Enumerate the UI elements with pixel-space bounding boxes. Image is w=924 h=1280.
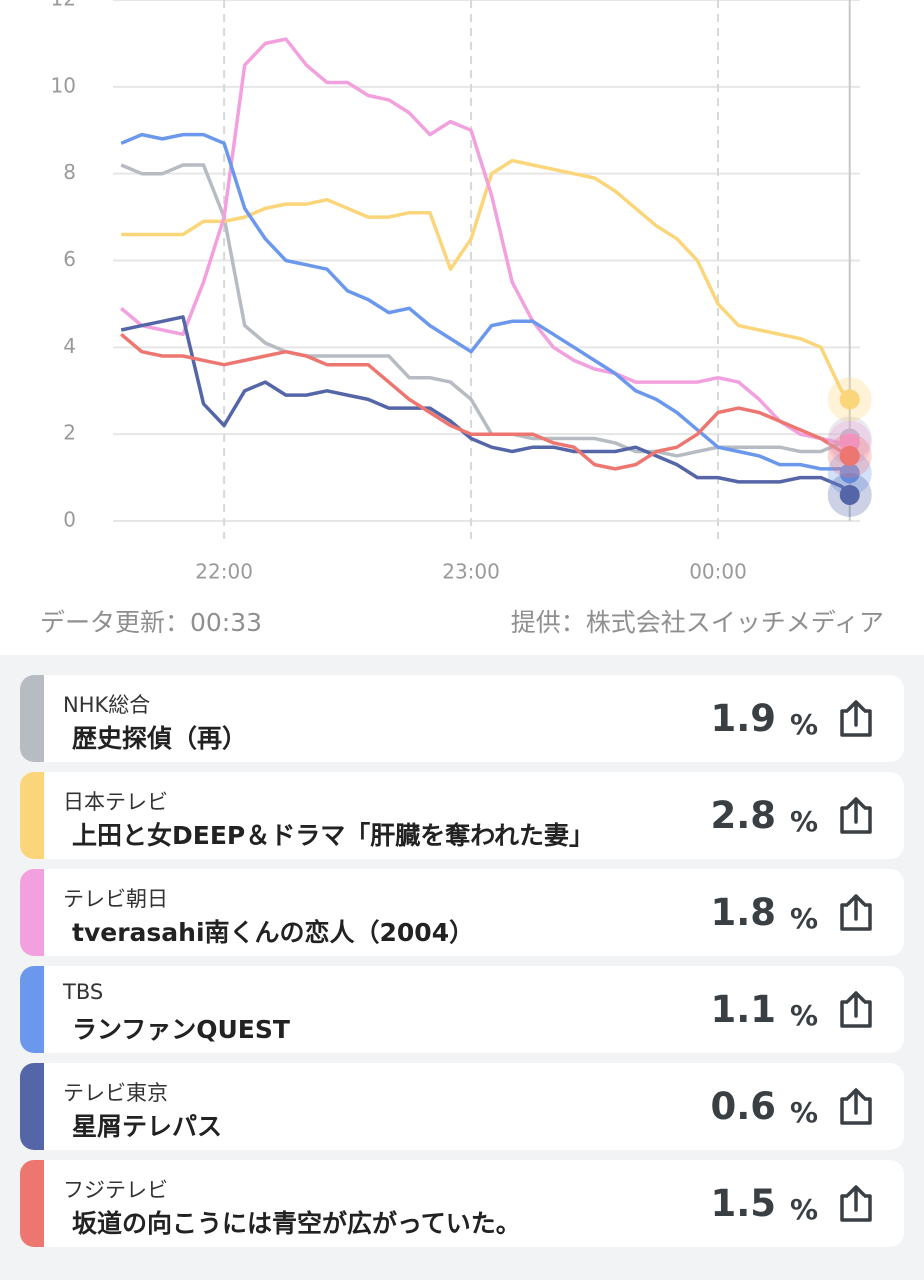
share-button[interactable] [836, 893, 876, 933]
rating-unit: % [789, 902, 818, 935]
channel-row: テレビ東京星屑テレパス 0.6% [20, 1063, 904, 1150]
provider: 提供：株式会社スイッチメディア [510, 608, 884, 637]
share-arrow [846, 991, 866, 1018]
channel-name: TBS [63, 980, 104, 1004]
update-time: データ更新：00:33 [40, 608, 263, 637]
rating: 1.8 [710, 891, 776, 934]
chart-panel: 0 2 4 6 8 10 12 22:00 23:00 00:00 データ更新：00:33 提供：… [0, 0, 924, 655]
share-icon [840, 806, 872, 834]
share-icon [840, 709, 872, 737]
y-tick-label: 12 [51, 0, 76, 11]
x-tick-label: 22:00 [195, 560, 253, 584]
share-button[interactable] [836, 1184, 876, 1224]
channel-name: テレビ朝日 [63, 887, 168, 911]
channel-color [20, 1063, 44, 1150]
series-line [120, 315, 851, 497]
channel-row: フジテレビ坂道の向こうには青空が広がっていた。 1.5% [20, 1160, 904, 1247]
rating: 1.9 [710, 697, 776, 740]
channel-name: テレビ東京 [63, 1081, 168, 1105]
y-tick-label: 0 [63, 508, 76, 532]
share-arrow [846, 1185, 866, 1212]
share-arrow [846, 894, 866, 921]
channel-color [20, 772, 44, 859]
channel-color [20, 1160, 44, 1247]
series-line [120, 132, 851, 475]
share-arrow [846, 797, 866, 824]
x-tick-label: 00:00 [689, 560, 747, 584]
channel-row: TBS ランファンQUEST 1.1% [20, 966, 904, 1053]
end-dot [839, 389, 860, 410]
rating-unit: % [789, 708, 818, 741]
share-arrow [846, 700, 866, 727]
y-tick-label: 6 [63, 247, 76, 271]
share-button[interactable] [836, 796, 876, 836]
rating-unit: % [789, 805, 818, 838]
chart: 0 2 4 6 8 10 12 22:00 23:00 00:00 [51, 0, 872, 584]
rating: 1.1 [710, 988, 776, 1031]
rating: 2.8 [710, 794, 776, 837]
channel-row: 日本テレビ上田と女DEEP＆ドラマ「肝臓を奪われた妻」 2.8% [20, 772, 904, 859]
program-name: tverasahi南くんの恋人（2004） [72, 918, 475, 947]
rating-unit: % [789, 999, 818, 1032]
share-arrow [846, 1088, 866, 1115]
end-dot [839, 445, 860, 466]
rating: 0.6 [710, 1085, 776, 1128]
y-tick-label: 4 [63, 334, 76, 358]
channel-row: テレビ朝日 tverasahi南くんの恋人（2004） 1.8% [20, 869, 904, 956]
share-icon [840, 1097, 872, 1125]
channel-row: NHK総合歴史探偵（再） 1.9% [20, 675, 904, 762]
program-name: 星屑テレパス [72, 1112, 223, 1141]
share-button[interactable] [836, 699, 876, 739]
program-name: 上田と女DEEP＆ドラマ「肝臓を奪われた妻」 [72, 821, 594, 850]
y-tick-label: 2 [63, 421, 76, 445]
y-tick-label: 10 [51, 73, 76, 97]
channel-color [20, 966, 44, 1053]
share-button[interactable] [836, 1087, 876, 1127]
program-name: ランファンQUEST [72, 1015, 290, 1044]
x-tick-label: 23:00 [442, 560, 500, 584]
program-name: 坂道の向こうには青空が広がっていた。 [72, 1209, 521, 1238]
series-line [120, 332, 851, 471]
y-tick-label: 8 [63, 160, 76, 184]
share-icon [840, 1000, 872, 1028]
share-button[interactable] [836, 990, 876, 1030]
end-dot [839, 463, 860, 484]
channel-name: NHK総合 [63, 693, 151, 717]
rating-unit: % [789, 1193, 818, 1226]
series-line [120, 37, 850, 445]
share-icon [840, 1194, 872, 1222]
channel-color [20, 869, 44, 956]
rating: 1.5 [710, 1182, 776, 1225]
channel-name: 日本テレビ [63, 790, 168, 814]
channel-color [20, 675, 44, 762]
series-line [121, 158, 851, 401]
program-name: 歴史探偵（再） [72, 724, 248, 753]
end-dot [839, 484, 860, 505]
rating-unit: % [789, 1096, 818, 1129]
channel-name: フジテレビ [63, 1178, 168, 1202]
share-icon [840, 903, 872, 931]
